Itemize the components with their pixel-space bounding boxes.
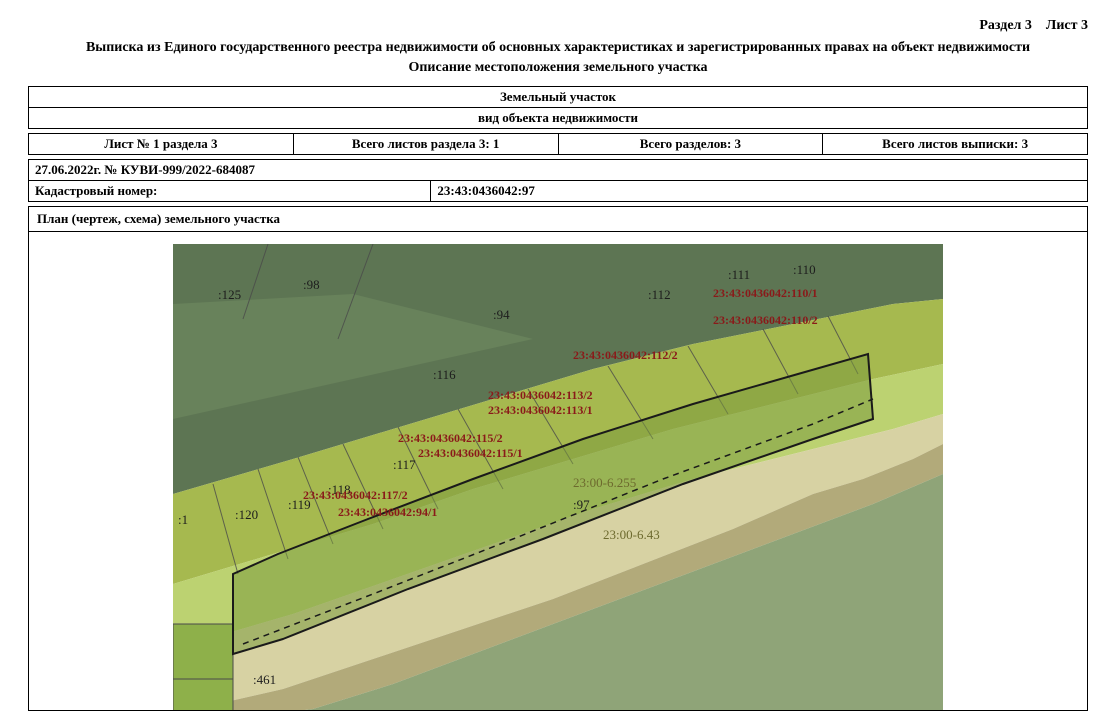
map-label: :98: [303, 277, 320, 292]
cadastral-label: Кадастровый номер:: [29, 181, 431, 202]
counts-c3: Всего разделов: 3: [558, 134, 823, 155]
map-label: :111: [728, 267, 750, 282]
counts-c1: Лист № 1 раздела 3: [29, 134, 294, 155]
cadastral-map: :125:98:94:112:111:110:116:117:118:119:1…: [173, 244, 943, 711]
doc-number: 27.06.2022г. № КУВИ-999/2022-684087: [29, 160, 1088, 181]
object-line1: Земельный участок: [29, 87, 1088, 108]
map-label: :125: [218, 287, 241, 302]
map-label: 23:00-6.43: [603, 527, 660, 542]
map-label: 23:43:0436042:117/2: [303, 488, 408, 502]
cadastral-map-container: :125:98:94:112:111:110:116:117:118:119:1…: [28, 231, 1088, 711]
map-label: 23:43:0436042:113/1: [488, 403, 593, 417]
map-label: 23:43:0436042:110/2: [713, 313, 818, 327]
map-label: :112: [648, 287, 671, 302]
counts-c4: Всего листов выписки: 3: [823, 134, 1088, 155]
map-label: :120: [235, 507, 258, 522]
map-label: 23:43:0436042:94/1: [338, 505, 437, 519]
sheet-label: Лист 3: [1046, 18, 1088, 33]
section-label: Раздел 3: [979, 18, 1032, 33]
map-label: :110: [793, 262, 816, 277]
map-label: :94: [493, 307, 510, 322]
plan-caption: План (чертеж, схема) земельного участка: [28, 206, 1088, 231]
doc-title: Выписка из Единого государственного реес…: [28, 40, 1088, 56]
map-label: :116: [433, 367, 456, 382]
map-label: :1: [178, 512, 188, 527]
page-header-right: Раздел 3 Лист 3: [28, 18, 1088, 34]
map-label: 23:43:0436042:115/1: [418, 446, 523, 460]
doc-subtitle: Описание местоположения земельного участ…: [28, 60, 1088, 76]
counts-row: Лист № 1 раздела 3 Всего листов раздела …: [28, 133, 1088, 155]
map-label: :117: [393, 457, 416, 472]
map-label: 23:43:0436042:115/2: [398, 431, 503, 445]
object-type-box: Земельный участок вид объекта недвижимос…: [28, 86, 1088, 129]
map-label: :97: [573, 497, 590, 512]
map-label: :461: [253, 672, 276, 687]
map-label: 23:43:0436042:110/1: [713, 286, 818, 300]
map-label: 23:43:0436042:113/2: [488, 388, 593, 402]
docnum-cadastral-box: 27.06.2022г. № КУВИ-999/2022-684087 Када…: [28, 159, 1088, 202]
cadastral-value: 23:43:0436042:97: [431, 181, 1088, 202]
counts-c2: Всего листов раздела 3: 1: [293, 134, 558, 155]
object-line2: вид объекта недвижимости: [29, 108, 1088, 129]
map-label: 23:00-6.255: [573, 475, 636, 490]
map-label: 23:43:0436042:112/2: [573, 348, 678, 362]
